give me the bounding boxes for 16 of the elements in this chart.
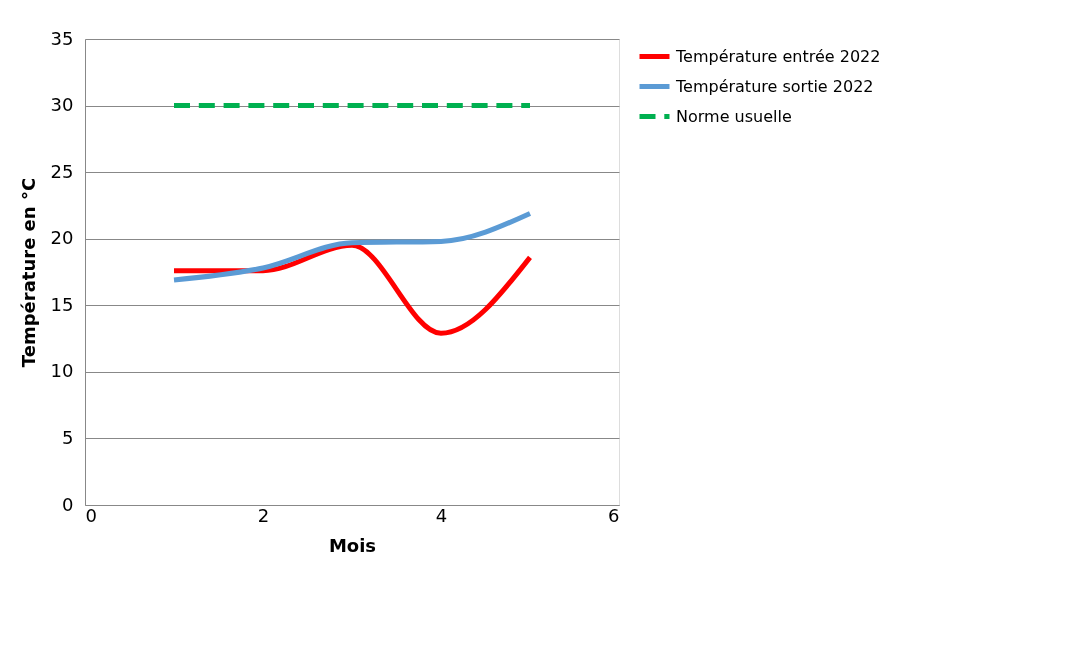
legend-label: Norme usuelle <box>676 106 792 126</box>
y-tick-label: 35 <box>50 27 74 49</box>
x-tick-label: 2 <box>257 504 270 526</box>
y-tick-label: 15 <box>50 293 74 315</box>
y-tick-label: 25 <box>50 160 74 182</box>
y-axis-title: Température en °C <box>17 177 39 368</box>
legend-label: Température sortie 2022 <box>675 76 874 96</box>
x-tick-label: 6 <box>608 504 620 526</box>
x-tick-label: 0 <box>85 504 97 526</box>
y-tick-label: 20 <box>50 227 74 249</box>
x-tick-label: 4 <box>435 504 448 526</box>
y-tick-label: 10 <box>50 360 74 382</box>
x-axis-title: Mois <box>328 534 377 556</box>
legend-label: Température entrée 2022 <box>675 46 881 66</box>
y-tick-label: 5 <box>62 426 74 448</box>
y-tick-label: 30 <box>50 94 74 116</box>
